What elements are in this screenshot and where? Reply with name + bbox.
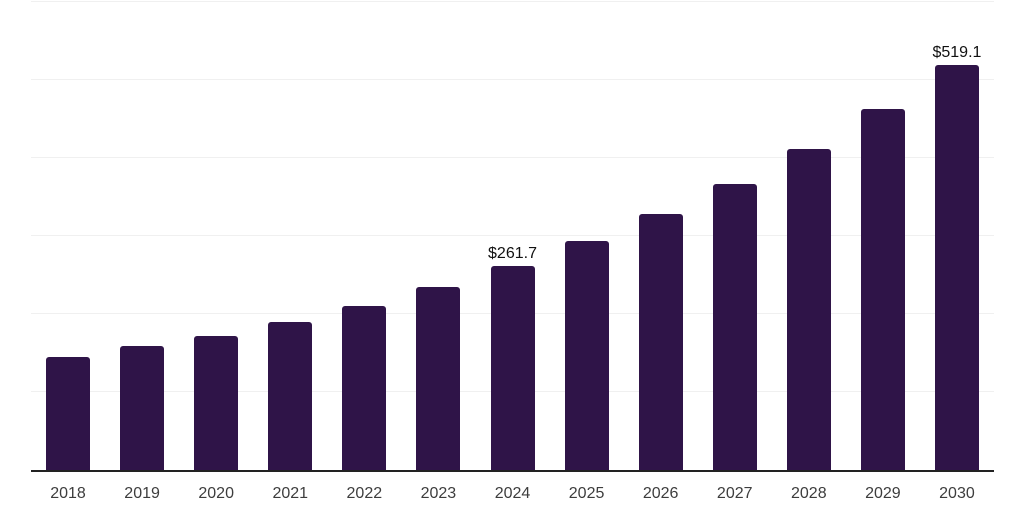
gridline <box>31 235 994 236</box>
bar-2022 <box>342 305 387 470</box>
bar-2020 <box>194 335 239 470</box>
bar-2029 <box>860 108 905 470</box>
x-tick-label: 2019 <box>124 485 160 502</box>
bar-2018 <box>46 356 91 470</box>
bar-value-label-2030: $519.1 <box>932 44 982 62</box>
x-tick-label: 2020 <box>198 485 234 502</box>
bar-2023 <box>416 286 461 470</box>
x-tick-label: 2024 <box>494 485 531 502</box>
x-tick-label: 2025 <box>568 485 605 502</box>
bar-2028 <box>786 149 831 470</box>
x-tick-label: 2029 <box>865 485 901 502</box>
bar-2027 <box>712 183 757 470</box>
bar-2026 <box>638 214 683 470</box>
bar-value-label-2024: $261.7 <box>488 244 537 262</box>
plot-area <box>31 1 994 470</box>
x-tick-label: 2026 <box>642 485 679 502</box>
gridline <box>31 157 994 158</box>
bar-2030 <box>934 65 979 470</box>
bar-2024 <box>490 265 535 470</box>
bar-2021 <box>268 322 313 470</box>
x-tick-label: 2030 <box>939 485 975 502</box>
x-tick-label: 2027 <box>716 485 753 502</box>
bar-2025 <box>564 241 609 470</box>
gridline <box>31 79 994 80</box>
x-tick-label: 2021 <box>272 485 309 502</box>
bar-2019 <box>120 345 165 470</box>
gridline <box>31 1 994 2</box>
x-tick-label: 2028 <box>791 485 827 502</box>
x-tick-label: 2023 <box>420 485 457 502</box>
x-tick-label: 2022 <box>346 485 383 502</box>
x-axis-line <box>31 470 994 472</box>
x-tick-label: 2018 <box>50 485 86 502</box>
